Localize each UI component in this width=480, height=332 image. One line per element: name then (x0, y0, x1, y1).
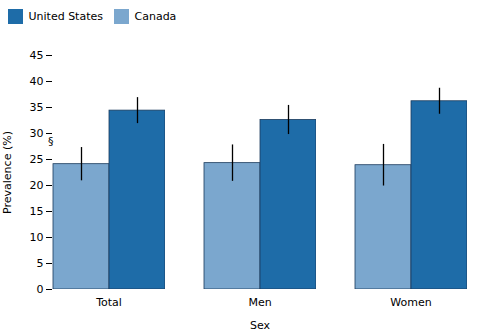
svg-text:Men: Men (248, 296, 271, 309)
svg-text:Prevalence (%): Prevalence (%) (1, 131, 14, 214)
svg-text:Sex: Sex (250, 318, 271, 331)
svg-text:10: 10 (30, 231, 44, 244)
html-text:Canada: Canada (134, 10, 177, 23)
svg-text:35: 35 (30, 101, 44, 114)
svg-text:Total: Total (95, 296, 122, 309)
svg-text:45: 45 (30, 49, 44, 62)
svg-text:40: 40 (30, 75, 44, 88)
svg-text:15: 15 (30, 205, 44, 218)
html-text:United States: United States (28, 10, 103, 23)
svg-text:Women: Women (390, 296, 431, 309)
svg-text:0: 0 (37, 283, 44, 296)
svg-text:§: § (48, 134, 54, 147)
svg-text:5: 5 (37, 257, 44, 270)
svg-text:30: 30 (30, 127, 44, 140)
svg-text:25: 25 (30, 153, 44, 166)
svg-text:20: 20 (30, 179, 44, 192)
